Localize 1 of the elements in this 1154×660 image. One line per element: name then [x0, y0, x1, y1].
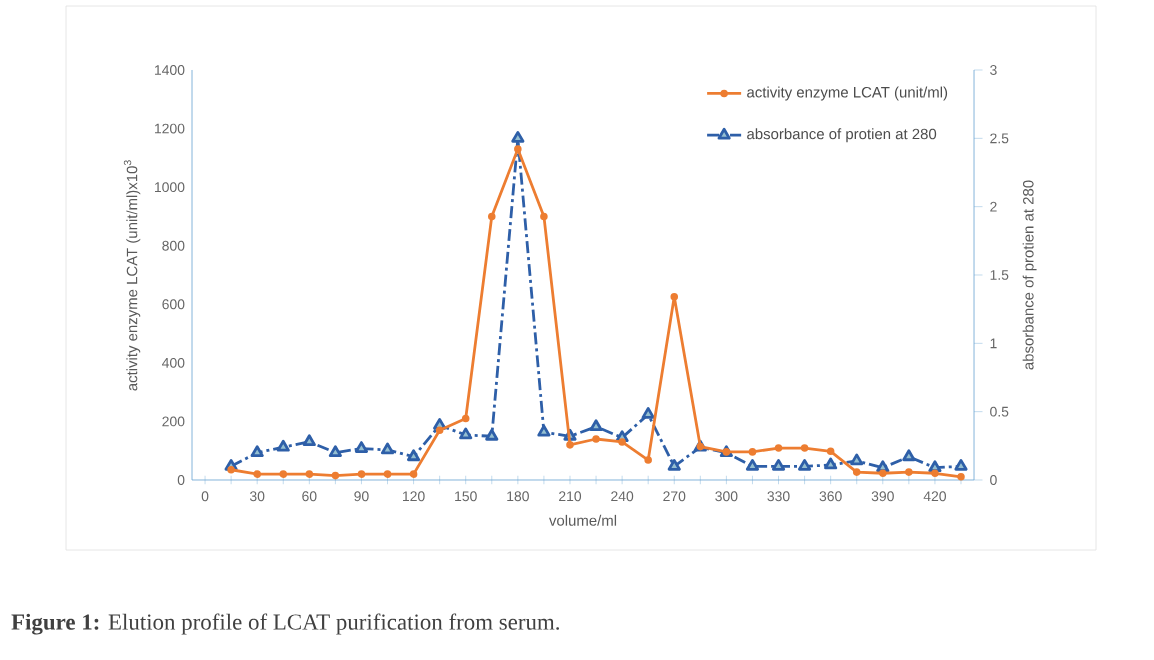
text: Figure 1: Elution profile of LCAT purification from serum. — [11, 613, 559, 635]
